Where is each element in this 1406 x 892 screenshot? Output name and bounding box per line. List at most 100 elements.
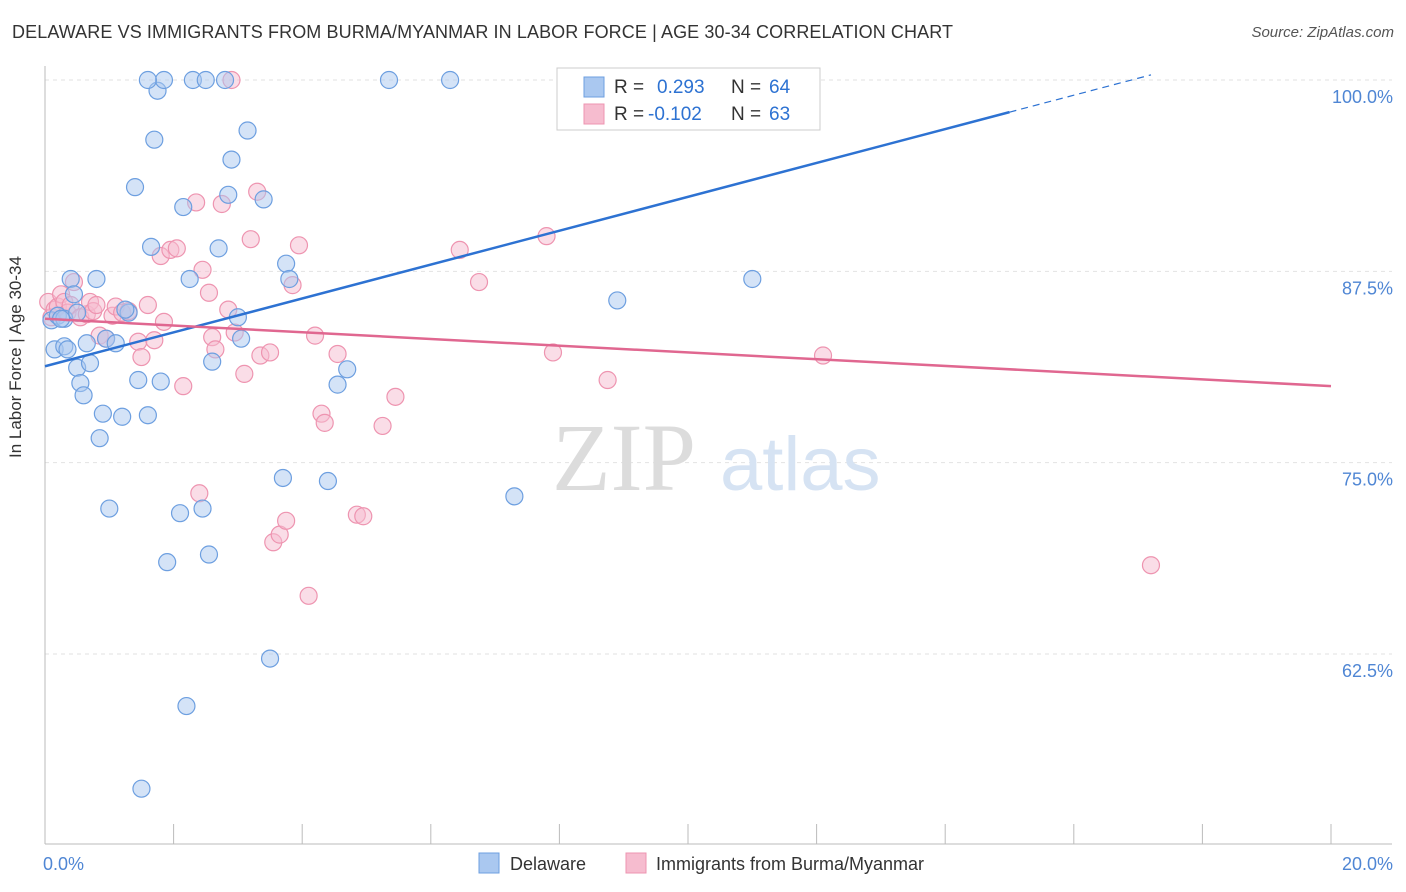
delaware-point [196,70,215,90]
delaware-point [61,269,80,289]
burma-point [305,326,325,345]
stats-r-label-1: R = [614,77,644,98]
delaware-point [154,70,174,90]
burma-point [167,239,186,258]
burma-point [450,240,469,260]
delaware-point [174,197,193,217]
stats-n-label-1: N = [731,77,761,98]
delaware-point [93,404,112,423]
delaware-point [68,303,87,322]
delaware-point [145,130,164,149]
delaware-point [177,696,196,716]
legend-label-burma: Immigrants from Burma/Myanmar [656,854,924,874]
x-tick-label: 0.0% [43,854,84,874]
delaware-trend-line [44,110,1010,368]
burma-point [174,377,193,396]
source-label: Source: ZipAtlas.com [1251,24,1394,41]
delaware-point [277,254,296,273]
stats-n-label-2: N = [731,104,761,125]
legend-label-delaware: Delaware [510,854,586,874]
axes [44,66,1392,845]
legend-item-burma[interactable]: Immigrants from Burma/Myanmar [625,852,924,874]
y-tick-labels: 62.5% 75.0% 87.5% 100.0% [1332,87,1393,681]
delaware-point [74,386,93,405]
delaware-point [151,372,170,391]
burma-point [1141,556,1161,575]
delaware-point [232,329,251,348]
burma-point [328,344,347,364]
delaware-point [132,779,151,798]
delaware-point [199,545,219,564]
delaware-point [138,70,157,90]
delaware-point [338,360,357,379]
delaware-point [116,300,135,319]
burma-point [241,230,260,249]
watermark: ZIP atlas [552,404,881,511]
chart-title: DELAWARE VS IMMIGRANTS FROM BURMA/MYANMA… [12,22,954,42]
delaware-point [209,239,228,258]
x-tick-label: 20.0% [1342,854,1393,874]
delaware-point [318,471,338,491]
delaware-point [379,70,399,90]
delaware-point [90,429,109,448]
delaware-point [58,340,77,359]
y-tick-label: 62.5% [1342,661,1393,681]
stats-n-value-1: 64 [769,77,791,98]
delaware-point [260,649,280,668]
burma-point [299,586,318,605]
burma-point [598,370,617,390]
delaware-point [743,269,762,289]
legend-swatch-delaware [478,852,500,874]
delaware-point [180,269,199,289]
delaware-point [193,499,212,518]
burma-point [386,387,405,406]
burma-point [354,507,373,526]
delaware-point [64,285,84,304]
delaware-point [129,370,148,390]
stats-box: R = 0.293 N = 64 R = -0.102 N = 63 [556,67,821,131]
y-tick-label: 75.0% [1342,470,1393,490]
burma-trend-line [44,317,1332,388]
delaware-point [280,269,299,289]
stats-n-value-2: 63 [769,104,790,125]
delaware-point [77,334,96,353]
burma-point [154,312,174,331]
delaware-point [87,269,106,289]
x-tick-labels: 0.0% 20.0% [43,854,1393,874]
burma-point [87,295,106,315]
legend: Delaware Immigrants from Burma/Myanmar [478,852,924,874]
delaware-point [273,468,293,488]
delaware-point [113,407,132,426]
watermark-atlas: atlas [720,422,881,507]
delaware-point [238,121,257,140]
stats-r-value-1: 0.293 [657,77,705,98]
delaware-point [222,150,241,169]
delaware-point [170,504,190,523]
watermark-zip: ZIP [552,404,696,511]
burma-point [235,364,254,383]
stats-swatch-delaware [583,76,605,98]
burma-point [289,236,309,255]
burma-point [277,511,296,530]
delaware-point [100,499,119,518]
burma-point [193,260,212,279]
delaware-point [440,70,460,90]
delaware-point [254,190,273,209]
burma-point [469,272,489,292]
delaware-point [505,487,524,506]
stats-swatch-burma [583,103,605,125]
legend-item-delaware[interactable]: Delaware [478,852,586,874]
burma-point [260,343,280,362]
delaware-point [125,178,145,197]
y-tick-label: 100.0% [1332,87,1393,107]
delaware-trend-extension [1009,74,1152,113]
trend-lines [44,74,1332,388]
burma-point [132,347,151,367]
delaware-point [328,375,347,394]
delaware-point [141,237,161,256]
y-tick-label: 87.5% [1342,278,1393,298]
delaware-point [215,70,235,90]
burma-point [199,283,219,302]
burma-point [543,343,563,362]
